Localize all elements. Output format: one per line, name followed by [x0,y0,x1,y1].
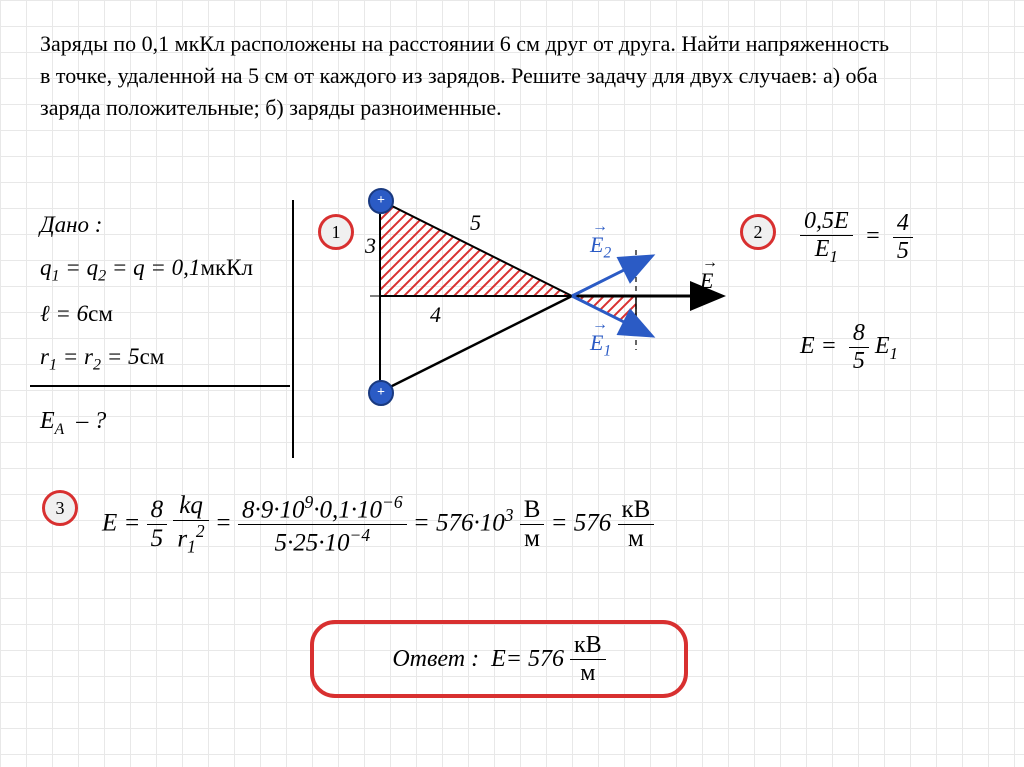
step-marker-2: 2 [740,214,776,250]
e2-vector-label: E2 [590,232,611,262]
given-line-2: ℓ = 6см [40,294,253,333]
given-title: Дано : [40,205,253,244]
problem-text: Заряды по 0,1 мкКл расположены на рассто… [40,28,890,124]
step-marker-3: 3 [42,490,78,526]
equation-e: E = 85 E1 [800,320,898,375]
answer-box: Ответ : E = 576 кВм [310,620,688,698]
divider-vertical [292,200,294,458]
label-5: 5 [470,210,481,236]
label-4: 4 [430,302,441,328]
find-line: EA – ? [40,408,106,439]
label-3: 3 [365,233,376,259]
divider-horizontal [30,385,290,387]
equation-ratio: 0,5EE1 = 45 [800,208,913,267]
charge-bottom: + [368,380,394,406]
given-line-1: q1 = q2 = q = 0,1мкКл [40,248,253,290]
charge-top: + [368,188,394,214]
given-section: Дано : q1 = q2 = q = 0,1мкКл ℓ = 6см r1 … [40,205,253,383]
main-equation: E = 85 kqr12 = 8·9·109·0,1·10−6 5·25·10−… [102,492,654,558]
given-line-3: r1 = r2 = 5см [40,337,253,379]
e1-vector-label: E1 [590,330,611,360]
e-vector-label: E [700,268,713,294]
step-marker-1: 1 [318,214,354,250]
